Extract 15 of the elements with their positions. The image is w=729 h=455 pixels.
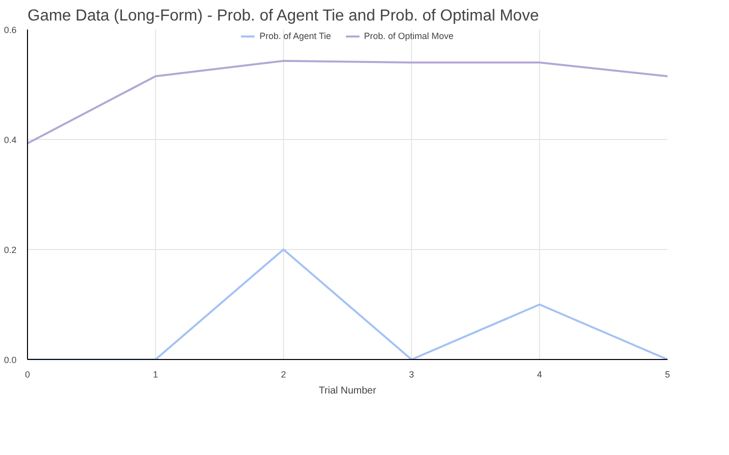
legend-label: Prob. of Optimal Move xyxy=(364,31,454,41)
x-tick-label: 2 xyxy=(280,370,286,380)
y-tick-label: 0.4 xyxy=(4,135,17,145)
y-tick-label: 0.6 xyxy=(4,25,17,35)
x-tick-label: 5 xyxy=(664,370,670,380)
line-series xyxy=(28,60,668,144)
x-axis-title: Trial Number xyxy=(318,386,377,396)
legend-label: Prob. of Agent Tie xyxy=(259,31,332,41)
x-tick-label: 4 xyxy=(536,370,542,380)
y-tick-label: 0.0 xyxy=(4,355,17,365)
y-tick-label: 0.2 xyxy=(4,245,17,255)
x-tick-label: 1 xyxy=(152,370,158,380)
chart-title: Game Data (Long-Form) - Prob. of Agent Tie and Prob. of Optimal Move xyxy=(28,8,539,24)
x-tick-label: 0 xyxy=(24,370,30,380)
x-tick-label: 3 xyxy=(408,370,414,380)
